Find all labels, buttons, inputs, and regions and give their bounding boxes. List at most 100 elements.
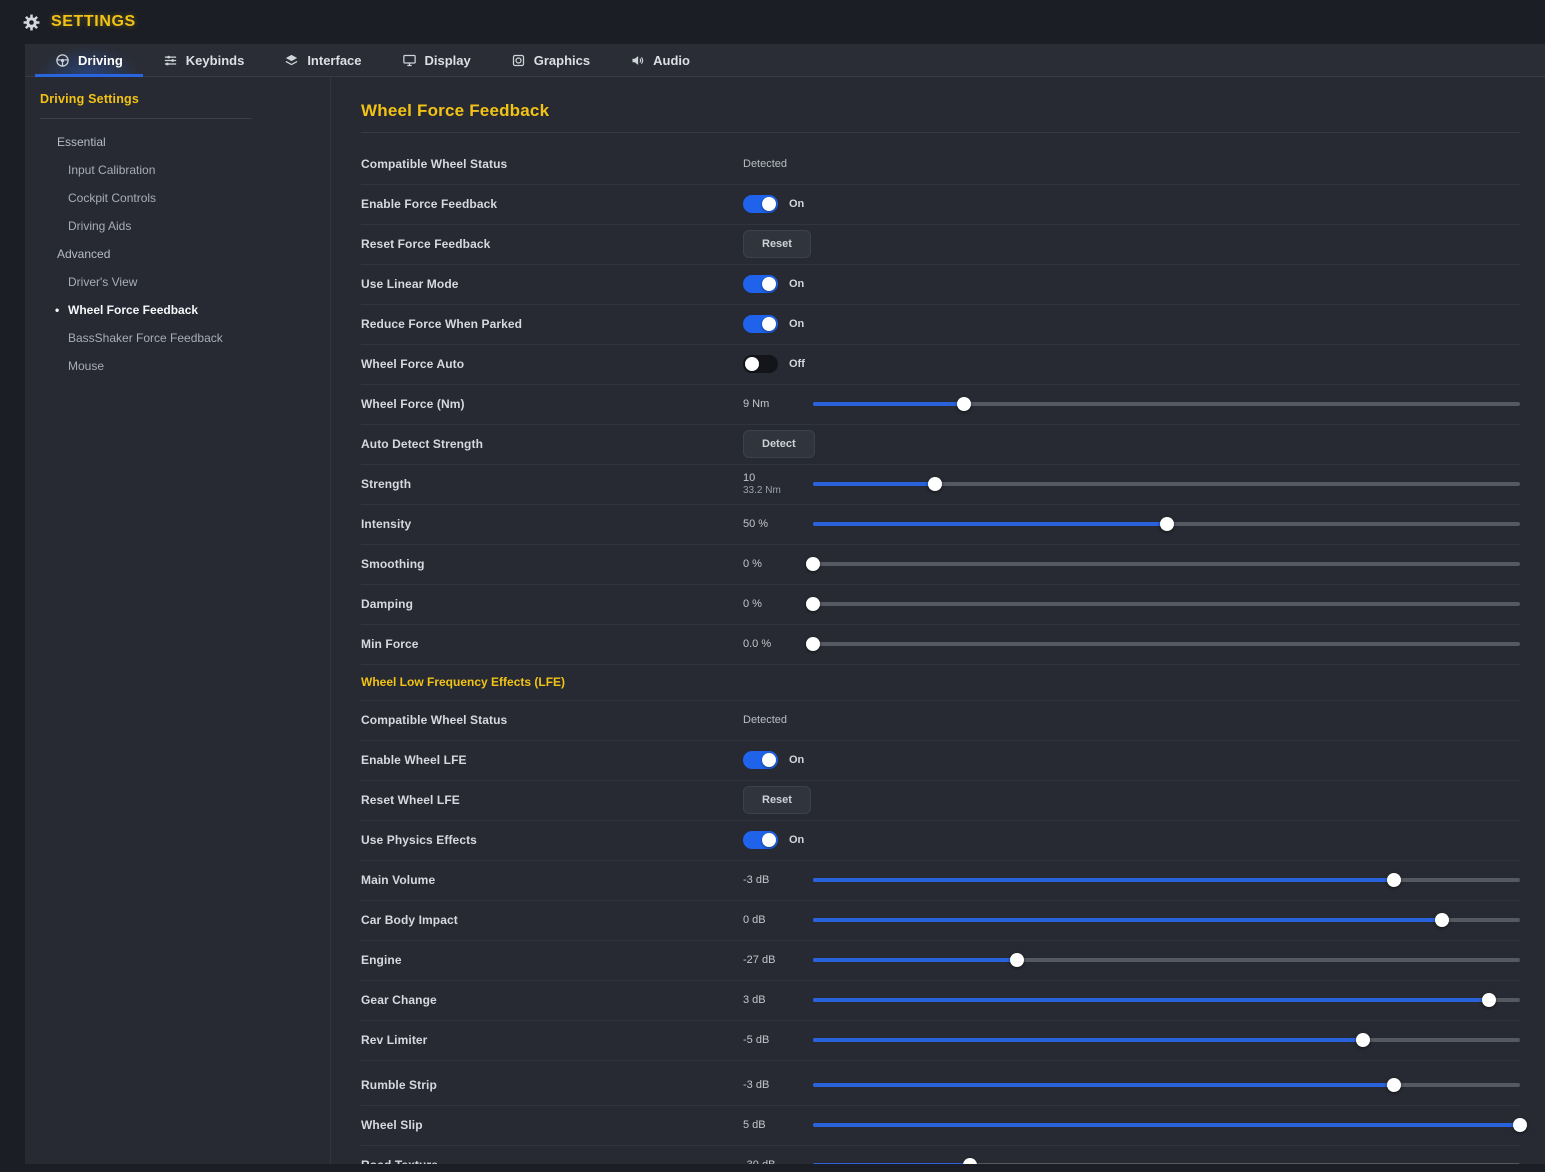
slider-knob[interactable]: [1387, 1078, 1402, 1093]
setting-row-road-texture: Road Texture-30 dB: [361, 1146, 1520, 1164]
toggle-knob[interactable]: [762, 197, 776, 212]
reduce-force-when-parked-toggle[interactable]: On: [743, 315, 805, 334]
use-linear-mode-toggle[interactable]: On: [743, 275, 804, 294]
toggle-knob[interactable]: [745, 357, 759, 372]
slider-knob[interactable]: [1513, 1118, 1527, 1133]
setting-label: Wheel Slip: [361, 1118, 423, 1133]
slider-fill: [813, 878, 1395, 883]
sidebar-item-cockpit-controls[interactable]: Cockpit Controls: [40, 184, 330, 212]
tab-keybinds[interactable]: Keybinds: [143, 44, 265, 76]
setting-label: Car Body Impact: [361, 913, 458, 928]
toggle-track[interactable]: [743, 275, 778, 294]
wheel-force-auto-toggle[interactable]: Off: [743, 355, 805, 374]
setting-row-rumble-strip: Rumble Strip -3 dB: [361, 1066, 1520, 1106]
min-force-slider[interactable]: [806, 637, 1520, 652]
gear-change-slider[interactable]: [813, 993, 1520, 1008]
reset-button[interactable]: Reset: [743, 230, 811, 259]
toggle-state-label: On: [789, 318, 805, 331]
slider-track[interactable]: [813, 562, 1520, 567]
wheel-force-nm-slider[interactable]: [813, 397, 1520, 412]
toggle-knob[interactable]: [762, 317, 776, 332]
rev-limiter-slider[interactable]: [813, 1033, 1520, 1048]
sidebar-item-bassshaker-force-feedback[interactable]: BassShaker Force Feedback: [40, 324, 330, 352]
slider-knob[interactable]: [806, 637, 820, 652]
smoothing-slider[interactable]: [806, 557, 1520, 572]
slider-knob[interactable]: [927, 477, 942, 492]
toggle-track[interactable]: [743, 831, 778, 850]
slider-knob[interactable]: [1387, 873, 1402, 888]
setting-label: Reset Force Feedback: [361, 237, 491, 252]
sliders-icon: [163, 53, 178, 68]
toggle-knob[interactable]: [762, 277, 776, 292]
toggle-track[interactable]: [743, 195, 778, 214]
slider-track[interactable]: [813, 402, 1520, 407]
toggle-track[interactable]: [743, 355, 778, 374]
setting-row-use-physics-effects: Use Physics Effects On: [361, 821, 1520, 861]
slider-fill: [813, 958, 1018, 963]
slider-track[interactable]: [813, 642, 1520, 647]
wheel-slip-slider[interactable]: [813, 1118, 1527, 1133]
slider-value: -5 dB: [743, 1033, 770, 1046]
toggle-knob[interactable]: [762, 753, 776, 768]
reset-button[interactable]: Reset: [743, 786, 811, 815]
slider-value: -3 dB: [743, 873, 770, 886]
slider-value: 50 %: [743, 517, 769, 530]
toggle-knob[interactable]: [762, 833, 776, 848]
setting-row-wheel-force-auto: Wheel Force Auto Off: [361, 345, 1520, 385]
settings-panel: Driving Keybinds Interface Display Graphics A…: [25, 44, 1545, 1164]
speaker-icon: [630, 53, 645, 68]
car-body-impact-slider[interactable]: [813, 913, 1520, 928]
setting-label: Gear Change: [361, 993, 437, 1008]
slider-knob[interactable]: [1434, 913, 1449, 928]
detect-button[interactable]: Detect: [743, 430, 815, 459]
layers-icon: [284, 53, 299, 68]
slider-knob[interactable]: [806, 597, 820, 612]
rumble-strip-slider[interactable]: [813, 1078, 1520, 1093]
enable-force-feedback-toggle[interactable]: On: [743, 195, 804, 214]
tab-interface[interactable]: Interface: [264, 44, 381, 76]
tab-graphics[interactable]: Graphics: [491, 44, 610, 76]
main-volume-slider[interactable]: [813, 873, 1520, 888]
slider-knob[interactable]: [1010, 953, 1025, 968]
slider-track[interactable]: [813, 958, 1520, 963]
setting-label: Damping: [361, 597, 414, 612]
enable-wheel-lfe-toggle[interactable]: On: [743, 751, 804, 770]
sidebar-item-driving-aids[interactable]: Driving Aids: [40, 212, 330, 240]
setting-row-reduce-force-when-parked: Reduce Force When Parked On: [361, 305, 1520, 345]
road-texture-slider[interactable]: [813, 1158, 1520, 1164]
intensity-slider[interactable]: [813, 517, 1520, 532]
slider-track[interactable]: [813, 482, 1520, 487]
subsection-title-wheel-low-frequency-effects-lfe: Wheel Low Frequency Effects (LFE): [361, 665, 1520, 701]
status-value: Detected: [743, 714, 788, 727]
tab-driving[interactable]: Driving: [35, 44, 143, 77]
sidebar-item-driver-s-view[interactable]: Driver's View: [40, 268, 330, 296]
slider-knob[interactable]: [957, 397, 972, 412]
slider-track[interactable]: [813, 1163, 1520, 1164]
setting-row-intensity: Intensity 50 %: [361, 505, 1520, 545]
slider-value: 3 dB: [743, 993, 766, 1006]
setting-row-strength: Strength 10 33.2 Nm: [361, 465, 1520, 505]
setting-label: Reset Wheel LFE: [361, 793, 460, 808]
slider-knob[interactable]: [1356, 1033, 1371, 1048]
damping-slider[interactable]: [806, 597, 1520, 612]
slider-knob[interactable]: [1481, 993, 1496, 1008]
setting-label: Strength: [361, 477, 412, 492]
slider-knob[interactable]: [1159, 517, 1174, 532]
toggle-track[interactable]: [743, 751, 778, 770]
strength-slider[interactable]: [813, 477, 1520, 492]
slider-track[interactable]: [813, 602, 1520, 607]
sidebar-item-wheel-force-feedback[interactable]: • Wheel Force Feedback: [40, 296, 330, 324]
toggle-track[interactable]: [743, 315, 778, 334]
engine-slider[interactable]: [813, 953, 1520, 968]
setting-row-min-force: Min Force 0.0 %: [361, 625, 1520, 665]
sidebar-item-mouse[interactable]: Mouse: [40, 352, 330, 380]
sidebar-nav: Essential Input Calibration Cockpit Contro…: [40, 128, 330, 380]
sidebar-item-input-calibration[interactable]: Input Calibration: [40, 156, 330, 184]
use-physics-effects-toggle[interactable]: On: [743, 831, 804, 850]
tab-display[interactable]: Display: [382, 44, 491, 76]
slider-knob[interactable]: [962, 1158, 977, 1164]
monitor-icon: [402, 53, 417, 68]
slider-value: -27 dB: [743, 953, 776, 966]
slider-knob[interactable]: [806, 557, 820, 572]
tab-audio[interactable]: Audio: [610, 44, 710, 76]
